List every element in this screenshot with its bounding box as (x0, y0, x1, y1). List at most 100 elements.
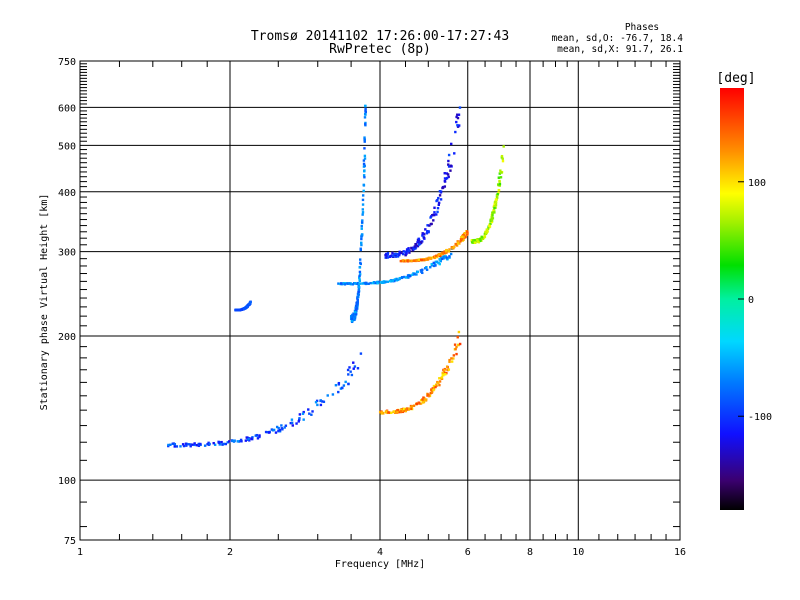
data-point (364, 107, 367, 111)
data-point (251, 436, 254, 439)
data-point (410, 246, 413, 250)
data-point (437, 253, 441, 256)
data-point (249, 300, 252, 304)
x-tick-label: 16 (674, 547, 686, 558)
data-point (447, 159, 450, 163)
data-point (351, 314, 354, 317)
data-point (193, 443, 196, 447)
phases-line-x: mean, sd,X: 91.7, 26.1 (557, 44, 683, 55)
data-point (410, 405, 414, 408)
data-point (501, 159, 505, 163)
data-point (441, 257, 444, 261)
data-point (434, 385, 437, 389)
data-point (444, 373, 447, 376)
data-point (450, 360, 454, 363)
data-point (448, 358, 451, 362)
data-point (386, 280, 390, 283)
data-point (315, 399, 319, 403)
data-point (393, 252, 397, 256)
data-point (447, 175, 450, 179)
data-point (362, 174, 366, 177)
data-point (364, 123, 367, 126)
data-point (212, 441, 215, 445)
data-point (434, 254, 438, 257)
data-point (493, 202, 496, 206)
data-point (359, 261, 362, 265)
data-point (443, 172, 446, 175)
data-point (437, 201, 441, 205)
data-point (199, 442, 202, 446)
data-point (429, 256, 433, 260)
data-point (453, 152, 456, 155)
y-tick-label: 600 (58, 103, 76, 114)
data-point (354, 313, 358, 316)
data-point (393, 279, 396, 283)
data-point (361, 208, 365, 211)
data-point (485, 231, 488, 235)
data-point (440, 376, 444, 379)
data-point (458, 106, 462, 109)
data-point (400, 251, 403, 255)
data-point (443, 369, 446, 372)
data-point (373, 281, 376, 284)
data-point (353, 312, 356, 316)
data-point (167, 443, 170, 447)
phases-line-o: mean, sd,O: -76.7, 18.4 (551, 33, 683, 44)
data-point (311, 410, 314, 413)
data-point (495, 196, 499, 199)
data-point (297, 418, 301, 422)
data-point (352, 361, 355, 364)
data-point (169, 443, 172, 446)
data-point (298, 417, 301, 420)
data-point (452, 354, 456, 357)
data-point (494, 200, 497, 203)
data-point (408, 274, 412, 278)
data-point (396, 410, 399, 414)
data-point (359, 247, 362, 250)
data-point (437, 196, 440, 200)
data-point (316, 403, 319, 407)
data-point (308, 412, 311, 415)
y-tick-label: 100 (58, 476, 76, 487)
data-point (283, 426, 286, 429)
data-point (378, 281, 382, 284)
data-point (422, 232, 425, 235)
data-point (343, 283, 347, 286)
data-point (432, 264, 436, 268)
data-point (452, 245, 456, 249)
data-point (460, 237, 464, 241)
data-point (456, 336, 459, 339)
data-point (437, 203, 440, 207)
data-point (438, 189, 442, 193)
y-tick-label: 750 (58, 57, 76, 68)
y-tick-label: 300 (58, 248, 76, 259)
data-point (411, 273, 414, 276)
data-point (408, 251, 411, 254)
data-point (247, 437, 250, 441)
x-tick-label: 8 (527, 547, 533, 558)
data-point (220, 440, 223, 444)
data-point (455, 244, 459, 247)
data-point (441, 371, 444, 375)
data-point (353, 282, 357, 285)
data-point (405, 259, 408, 262)
data-point (450, 357, 453, 360)
data-point (431, 214, 434, 217)
data-point (405, 250, 408, 253)
data-point (444, 251, 448, 254)
data-point (443, 250, 446, 253)
data-point (424, 228, 427, 231)
data-point (486, 227, 490, 230)
data-point (417, 239, 421, 242)
data-point (404, 409, 408, 413)
data-point (419, 241, 422, 244)
data-point (275, 425, 279, 429)
data-point (436, 206, 440, 210)
data-point (488, 224, 491, 227)
data-point (499, 169, 502, 172)
data-point (197, 443, 201, 446)
data-point (444, 177, 448, 180)
data-point (238, 440, 242, 443)
data-point (228, 440, 231, 443)
data-point (412, 259, 416, 262)
